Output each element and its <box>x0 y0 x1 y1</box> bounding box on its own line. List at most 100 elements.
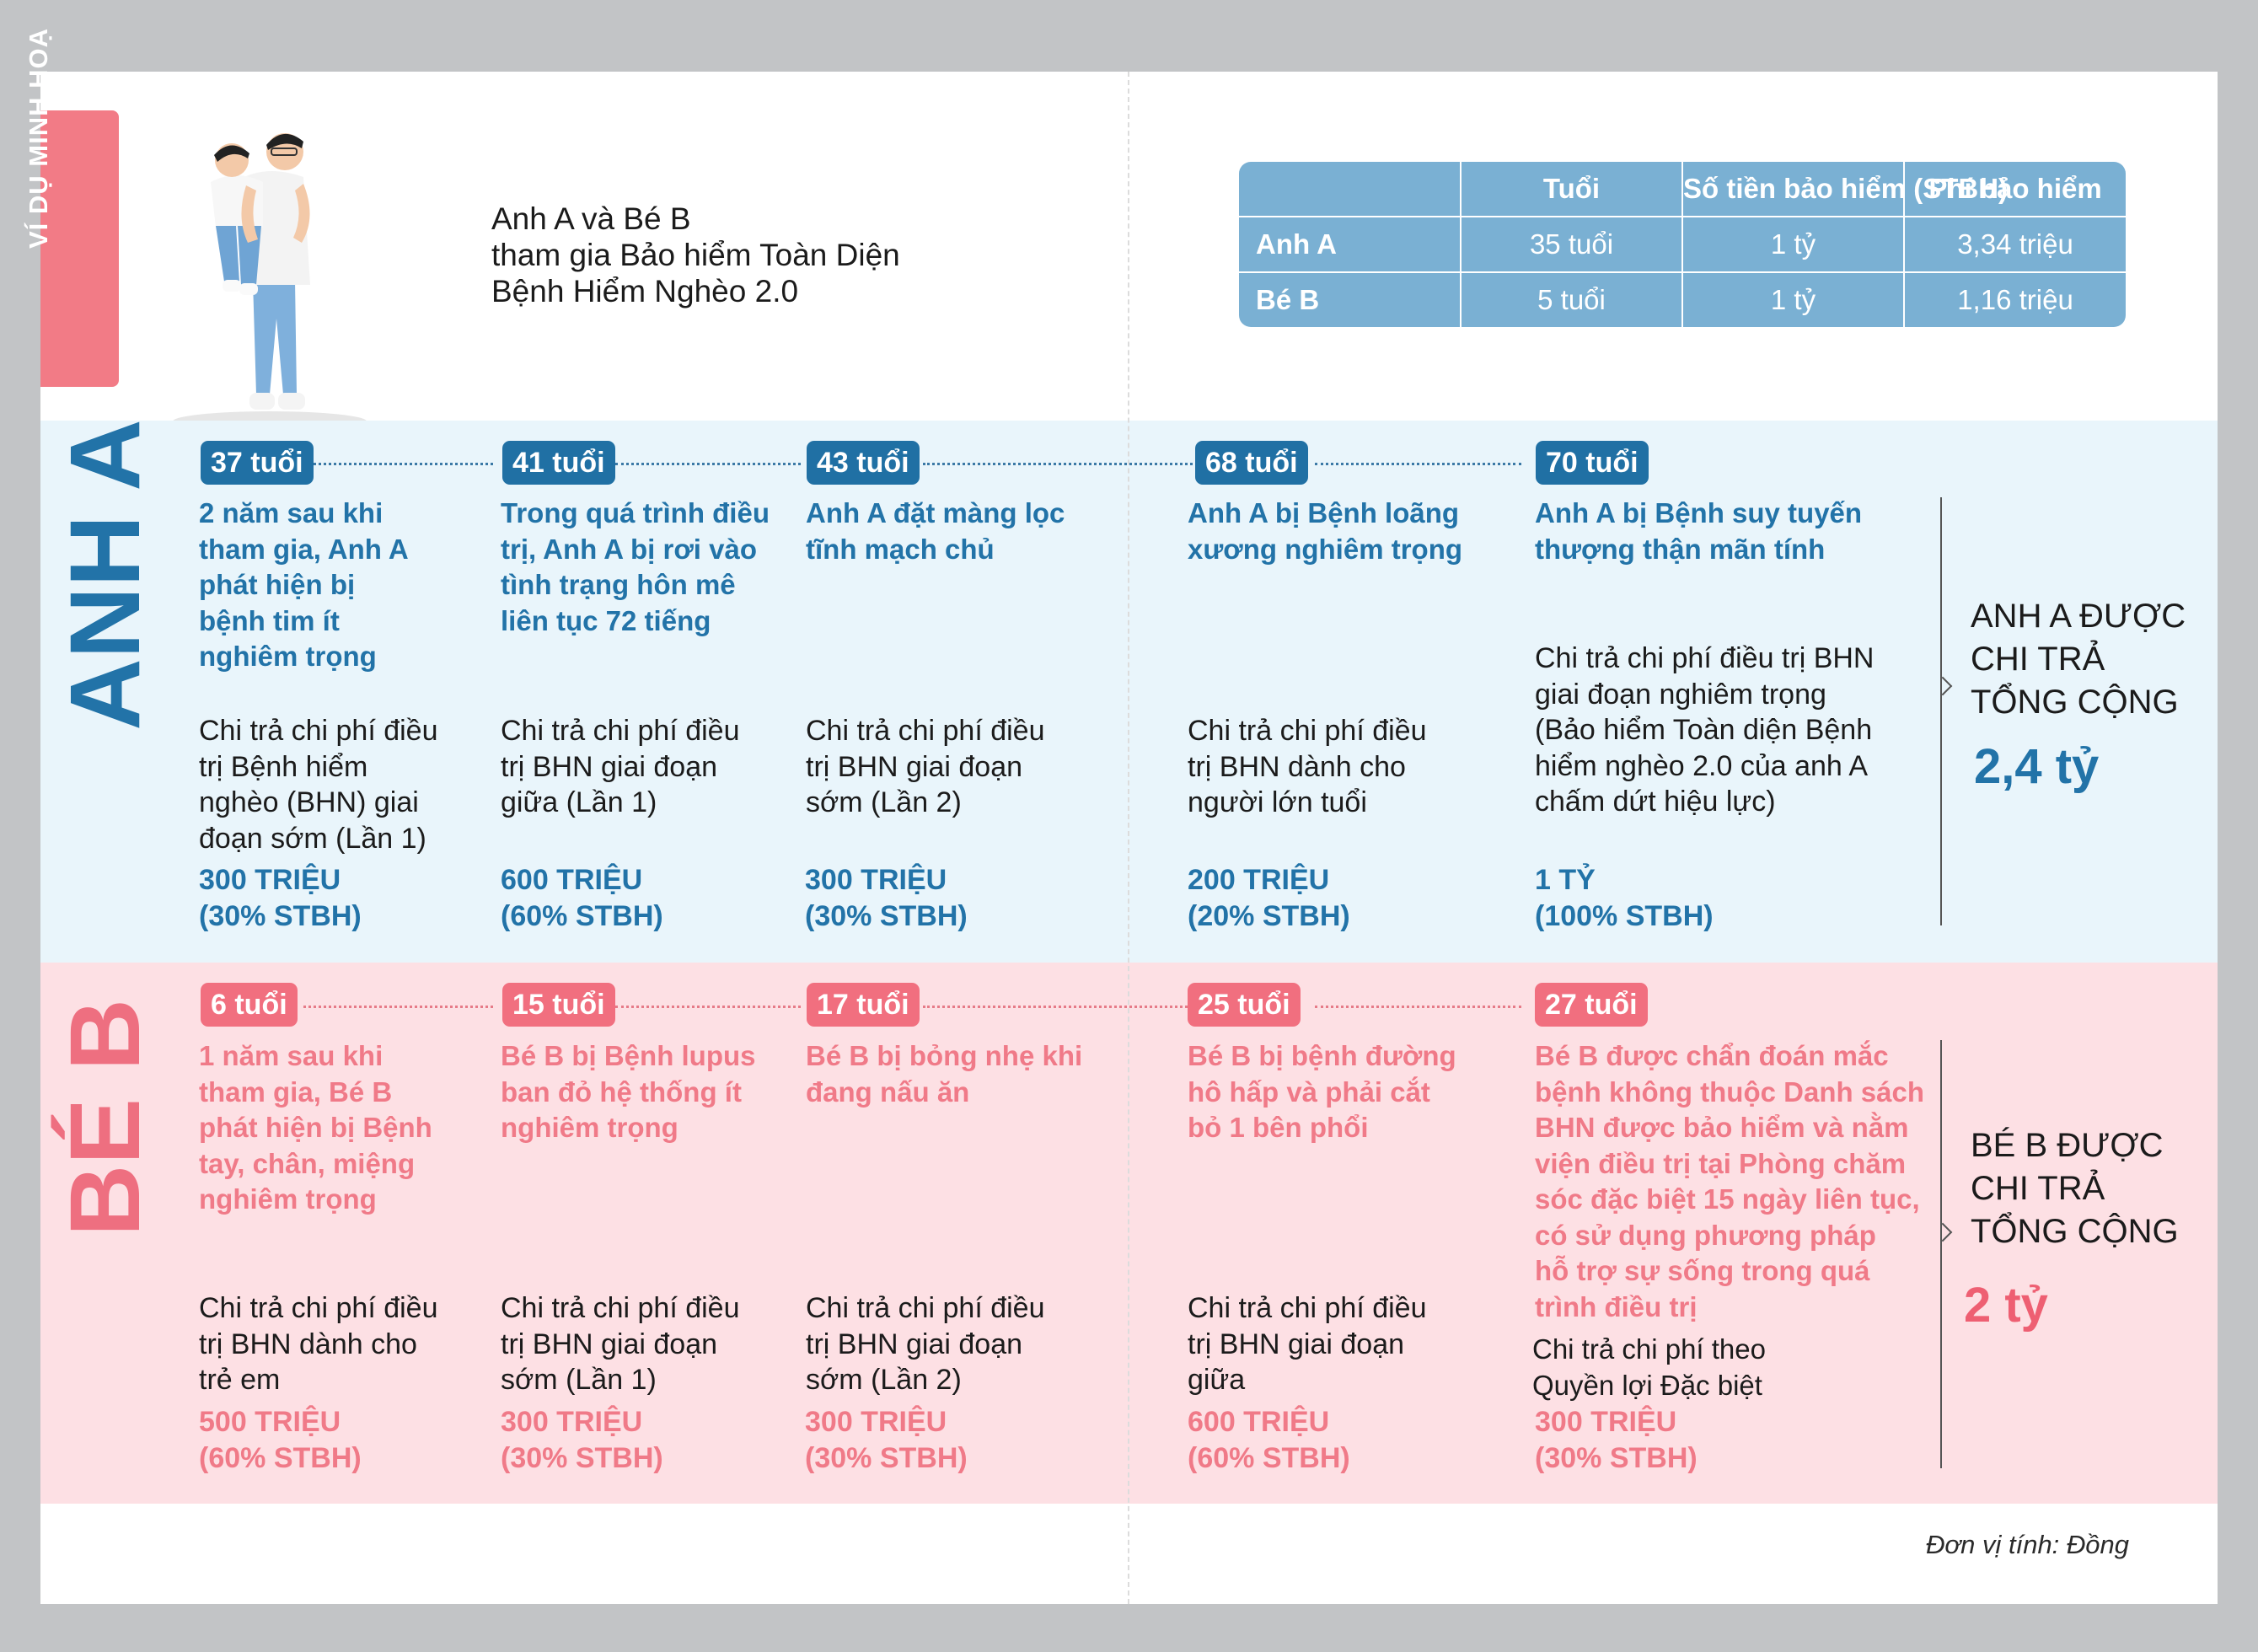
timeline-connector <box>1315 1006 1521 1008</box>
payout-amount: 500 TRIỆU (60% STBH) <box>199 1404 362 1477</box>
desc-line: Quyền lợi Đặc biệt <box>1532 1369 1762 1401</box>
total-label-line: ANH A ĐƯỢC <box>1971 598 2186 635</box>
header-cell: Tuổi <box>1460 162 1683 217</box>
desc-line: chấm dứt hiệu lực) <box>1535 786 1776 818</box>
desc-line: Chi trả chi phí điều <box>1188 1292 1427 1324</box>
amount-percent: (60% STBH) <box>501 900 663 932</box>
amount-percent: (20% STBH) <box>1188 900 1350 932</box>
age-tag: 68 tuổi <box>1195 441 1308 485</box>
event-line: 2 năm sau khi <box>199 497 383 528</box>
desc-line: sớm (Lần 1) <box>501 1364 657 1396</box>
table-cell: Bé B <box>1239 271 1462 327</box>
event-description: Anh A đặt màng lọc tĩnh mạch chủ <box>806 496 1065 567</box>
age-tag: 70 tuổi <box>1536 441 1649 485</box>
total-bracket <box>1940 497 1942 925</box>
event-line: phát hiện bị Bệnh <box>199 1112 432 1143</box>
amount-value: 300 TRIỆU <box>1535 1406 1677 1438</box>
desc-line: Chi trả chi phí điều <box>199 715 438 747</box>
desc-line: trị Bệnh hiểm <box>199 750 368 783</box>
amount-percent: (60% STBH) <box>1188 1442 1350 1474</box>
payout-description: Chi trả chi phí điều trị BHN giai đoạn s… <box>806 713 1045 821</box>
total-value: 2 tỷ <box>1964 1278 2048 1333</box>
payout-amount: 300 TRIỆU (30% STBH) <box>199 862 362 935</box>
event-line: ban đỏ hệ thống ít <box>501 1075 742 1108</box>
event-line: Anh A đặt màng lọc <box>806 497 1065 528</box>
desc-line: trị BHN giai đoạn <box>501 1328 718 1360</box>
desc-line: sớm (Lần 2) <box>806 786 962 818</box>
desc-line: Chi trả chi phí điều <box>806 715 1045 747</box>
event-line: hô hấp và phải cắt <box>1188 1075 1430 1108</box>
timeline-connector <box>615 463 801 465</box>
event-line: tham gia, Bé B <box>199 1075 393 1108</box>
desc-line: người lớn tuổi <box>1188 786 1367 818</box>
event-line: Bé B bị Bệnh lupus <box>501 1040 756 1071</box>
amount-percent: (60% STBH) <box>199 1442 362 1474</box>
desc-line: Chi trả chi phí theo <box>1532 1333 1766 1365</box>
desc-line: nghèo (BHN) giai <box>199 786 419 818</box>
event-line: liên tục 72 tiếng <box>501 604 711 636</box>
amount-percent: (30% STBH) <box>199 900 362 932</box>
total-bracket <box>1940 1040 1942 1468</box>
age-tag: 25 tuổi <box>1188 983 1301 1027</box>
intro-line: Anh A và Bé B <box>491 201 691 236</box>
age-tag: 17 tuổi <box>807 983 920 1027</box>
amount-percent: (30% STBH) <box>805 1442 968 1474</box>
desc-line: trị BHN dành cho <box>1188 750 1406 783</box>
desc-line: trị BHN giai đoạn <box>806 1328 1023 1360</box>
payout-amount: 200 TRIỆU (20% STBH) <box>1188 862 1350 935</box>
amount-value: 600 TRIỆU <box>501 864 643 896</box>
payout-description: Chi trả chi phí điều trị BHN giai đoạn s… <box>806 1290 1045 1398</box>
anh-a-label: ANH A <box>50 419 161 731</box>
event-line: phát hiện bị <box>199 569 356 600</box>
amount-value: 500 TRIỆU <box>199 1406 341 1438</box>
event-description: 2 năm sau khi tham gia, Anh A phát hiện … <box>199 496 409 675</box>
amount-percent: (30% STBH) <box>501 1442 663 1474</box>
amount-value: 200 TRIỆU <box>1188 864 1330 896</box>
payout-description: Chi trả chi phí điều trị Bệnh hiểm nghèo… <box>199 713 438 856</box>
amount-percent: (30% STBH) <box>805 900 968 932</box>
event-line: tay, chân, miệng <box>199 1147 416 1179</box>
event-line: Trong quá trình điều <box>501 497 770 528</box>
example-tab-label: VÍ DỤ MINH HOẠ <box>24 28 53 249</box>
desc-line: giữa (Lần 1) <box>501 786 657 818</box>
amount-value: 300 TRIỆU <box>501 1406 643 1438</box>
desc-line: trẻ em <box>199 1364 281 1396</box>
table-row: Anh A 35 tuổi 1 tỷ 3,34 triệu <box>1239 215 2126 274</box>
amount-value: 300 TRIỆU <box>805 1406 947 1438</box>
payout-description: Chi trả chi phí điều trị BHN dành cho tr… <box>199 1290 438 1398</box>
event-line: thượng thận mãn tính <box>1535 533 1826 565</box>
total-label-line: TỔNG CỘNG <box>1971 684 2179 721</box>
event-line: Bé B bị bệnh đường <box>1188 1040 1456 1071</box>
intro-line: Bệnh Hiểm Nghèo 2.0 <box>491 274 799 308</box>
amount-percent: (30% STBH) <box>1535 1442 1698 1474</box>
event-line: bệnh không thuộc Danh sách <box>1535 1075 1925 1108</box>
event-line: BHN được bảo hiểm và nằm <box>1535 1112 1909 1143</box>
desc-line: Chi trả chi phí điều <box>806 1292 1045 1324</box>
event-line: tĩnh mạch chủ <box>806 533 995 565</box>
table-cell: 1 tỷ <box>1681 215 1905 274</box>
desc-line: trị BHN giai đoạn <box>501 750 718 783</box>
event-line: viện điều trị tại Phòng chăm <box>1535 1147 1907 1179</box>
total-value: 2,4 tỷ <box>1974 739 2100 794</box>
total-label: BÉ B ĐƯỢC CHI TRẢ TỔNG CỘNG <box>1971 1124 2179 1253</box>
total-label-line: CHI TRẢ <box>1971 1170 2105 1207</box>
event-line: có sử dụng phương pháp <box>1535 1219 1876 1251</box>
table-cell: 5 tuổi <box>1460 271 1683 327</box>
event-description: Bé B bị bỏng nhẹ khi đang nấu ăn <box>806 1038 1082 1110</box>
intro-line: tham gia Bảo hiểm Toàn Diện <box>491 238 900 272</box>
amount-percent: (100% STBH) <box>1535 900 1714 932</box>
timeline-connector <box>615 1006 801 1008</box>
premium-table-header: Tuổi Số tiền bảo hiểm (STBH) Phí bảo hiể… <box>1239 162 2126 217</box>
event-description: Bé B bị Bệnh lupus ban đỏ hệ thống ít ng… <box>501 1038 756 1146</box>
desc-line: Chi trả chi phí điều <box>199 1292 438 1324</box>
timeline-connector <box>303 463 493 465</box>
event-line: đang nấu ăn <box>806 1075 970 1108</box>
payout-amount: 600 TRIỆU (60% STBH) <box>501 862 663 935</box>
event-description: Bé B được chẩn đoán mắc bệnh không thuộc… <box>1535 1038 1924 1325</box>
desc-line: đoạn sớm (Lần 1) <box>199 822 426 855</box>
age-tag: 41 tuổi <box>502 441 615 485</box>
payout-description: Chi trả chi phí điều trị BHN giai đoạn g… <box>501 713 740 821</box>
timeline-connector <box>923 1006 1193 1008</box>
event-description: 1 năm sau khi tham gia, Bé B phát hiện b… <box>199 1038 432 1218</box>
table-cell: Anh A <box>1239 215 1462 274</box>
